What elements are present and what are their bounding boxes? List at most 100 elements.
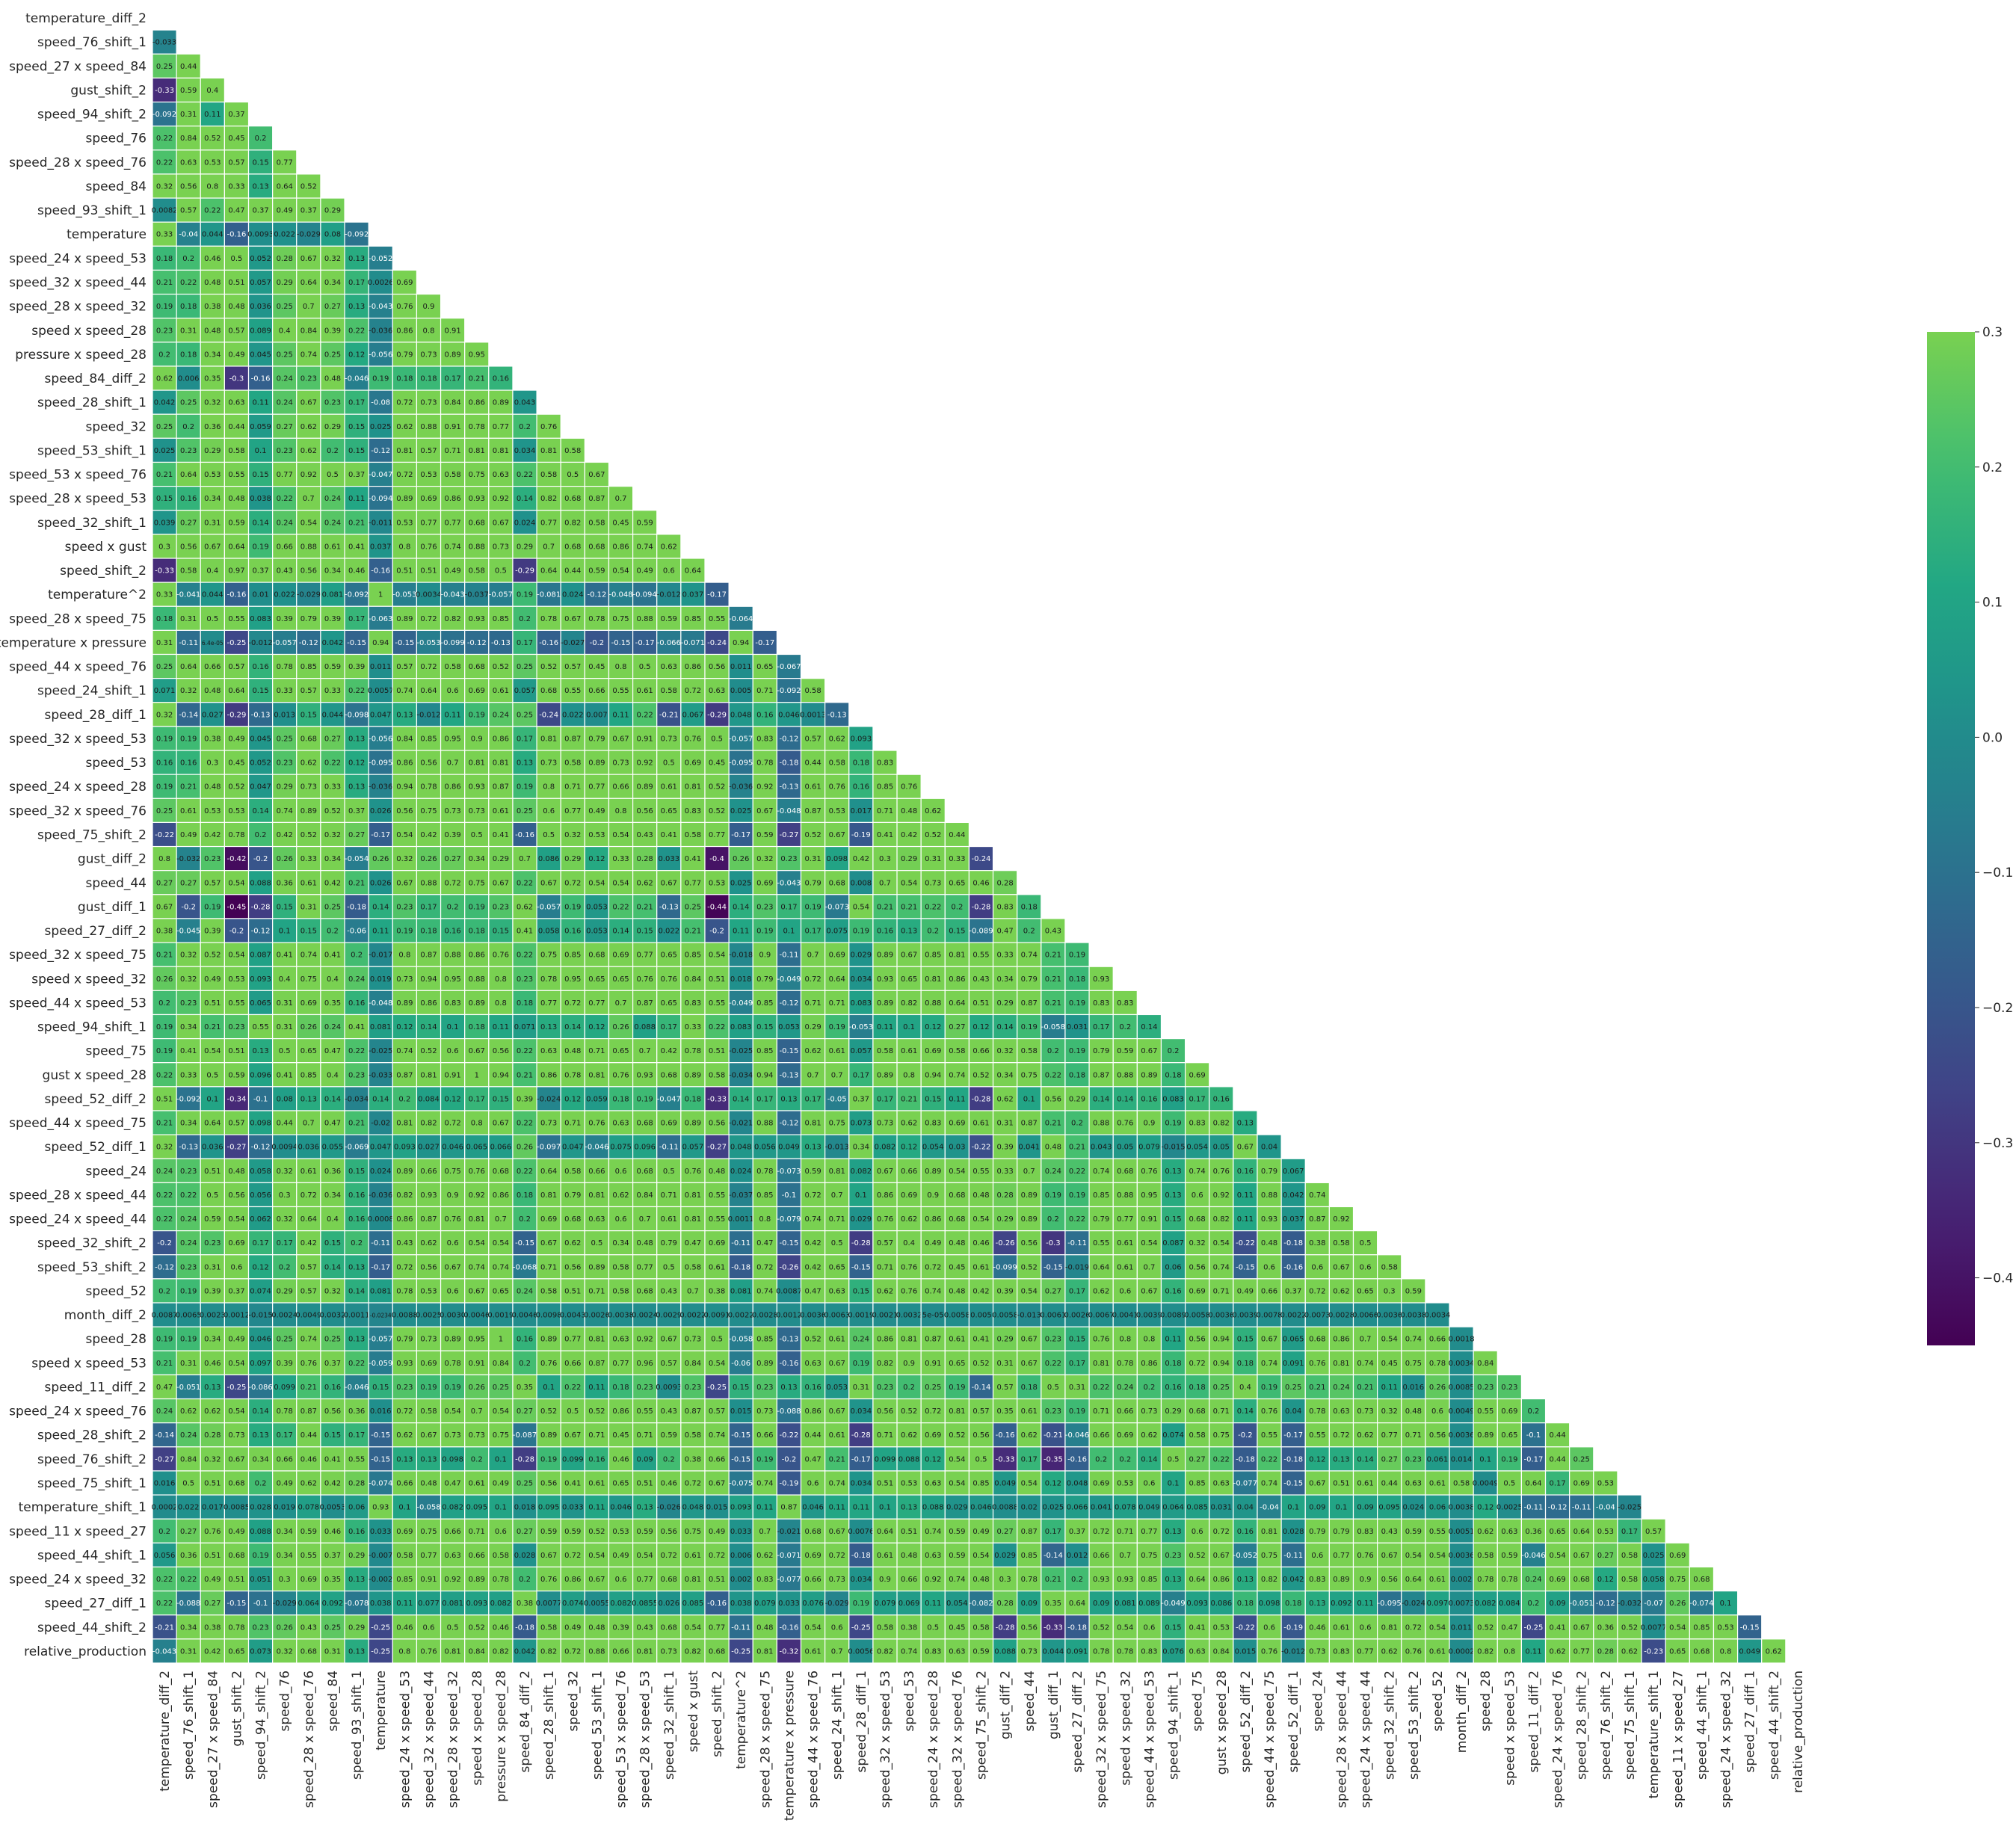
heatmap-cell: -0.053 [416, 629, 442, 656]
cell-value-label: -0.24 [707, 639, 727, 647]
heatmap-cell: 0.19 [1064, 942, 1090, 967]
heatmap-cell: 0.15 [247, 678, 274, 703]
heatmap-cell: 0.97 [224, 558, 250, 583]
heatmap-cell: 0.67 [1136, 1037, 1162, 1064]
heatmap-cell: 0.42 [416, 821, 442, 848]
cell-value-label: 0.91 [444, 1071, 460, 1079]
cell-value-label: 0.18 [1021, 1384, 1038, 1392]
cell-value-label: -0.13 [659, 903, 679, 911]
cell-value-label: 0.0018 [1449, 1336, 1475, 1344]
heatmap-cell: 0.1 [896, 1014, 922, 1040]
cell-value-label: 0.66 [204, 663, 221, 671]
cell-value-label: 0.9 [1143, 1120, 1155, 1128]
heatmap-cell-rect [247, 245, 274, 271]
cell-value-label: 0.0008 [368, 1215, 394, 1224]
heatmap-cell: 0.58 [656, 678, 682, 703]
heatmap-cell: 0.44 [224, 413, 250, 439]
cell-value-label: 0.67 [540, 1239, 557, 1247]
heatmap-cell: 0.29 [800, 1014, 826, 1040]
heatmap-cell: 0.27 [944, 1014, 970, 1040]
heatmap-cell: 0.7 [800, 1062, 826, 1088]
cell-value-label: 0.88 [469, 543, 485, 551]
cell-value-label: 0.88 [756, 1120, 773, 1128]
cell-value-label: 0.39 [324, 615, 341, 623]
cell-value-label: 0.69 [396, 279, 413, 287]
heatmap-cell: 0.69 [416, 485, 442, 511]
heatmap-cell: 0.15 [320, 1230, 345, 1256]
heatmap-cell: 0.0036 [1208, 1302, 1234, 1327]
heatmap-cell: 0.69 [1184, 1278, 1210, 1304]
heatmap-cell: 0.48 [632, 1230, 658, 1256]
heatmap-cell: 0.31 [848, 1374, 874, 1400]
cell-value-label: 0.92 [469, 1191, 485, 1200]
cell-value-label: 0.82 [444, 615, 460, 623]
heatmap-cell: 0.074 [247, 1278, 274, 1304]
cell-value-label: 0.21 [1045, 1120, 1061, 1128]
cell-value-label: -0.097 [537, 1144, 561, 1152]
cell-value-label: 0.081 [730, 1287, 752, 1295]
heatmap-cell: 0.27 [1041, 1278, 1066, 1304]
heatmap-cell: 0.14 [320, 1086, 345, 1111]
heatmap-cell: 0.15 [1233, 1326, 1258, 1351]
heatmap-cell: 0.033 [656, 845, 682, 872]
cell-value-label: 0.056 [754, 1144, 776, 1152]
heatmap-cell: 0.21 [152, 1350, 177, 1376]
heatmap-cell: 0.49 [1233, 1278, 1258, 1304]
cell-value-label: 0.55 [252, 1023, 268, 1031]
cell-value-label: 0.0043 [560, 1312, 586, 1320]
heatmap-cell: 0.67 [464, 1037, 490, 1064]
cell-value-label: 0.36 [277, 879, 293, 887]
cell-value-label: 0.78 [540, 975, 557, 984]
heatmap-cell: 0.76 [296, 1350, 321, 1376]
cell-value-label: 0.053 [586, 903, 608, 911]
heatmap-cell: 0.74 [1184, 1158, 1210, 1183]
cell-value-label: 0.5 [567, 471, 579, 479]
cell-value-label: 0.086 [538, 855, 560, 863]
heatmap-cell: 0.68 [944, 1206, 970, 1232]
heatmap-cell: 0.2 [344, 942, 369, 967]
heatmap-cell: 0.1 [272, 918, 298, 943]
cell-value-label: 0.28 [637, 855, 653, 863]
cell-value-label: 0.25 [156, 63, 173, 71]
cell-value-label: 0.26 [372, 855, 389, 863]
heatmap-cell: 0.11 [200, 101, 225, 127]
heatmap-cell: -0.027 [560, 629, 585, 656]
heatmap-cell: 0.25 [1209, 1374, 1234, 1400]
heatmap-cell: 0.19 [512, 582, 537, 607]
cell-value-label: 0.68 [564, 1215, 581, 1224]
cell-value-label: 0.88 [637, 615, 653, 623]
heatmap-cell: 0.16 [488, 366, 514, 391]
heatmap-cell: 0.51 [224, 1037, 250, 1064]
cell-value-label: 0.19 [204, 903, 221, 911]
heatmap-cell: 0.84 [296, 318, 321, 343]
heatmap-cell: 0.11 [608, 702, 634, 727]
cell-value-label: 0.2 [255, 831, 267, 839]
heatmap-cell: 0.61 [1112, 1254, 1138, 1280]
cell-value-label: 0.33 [156, 591, 173, 599]
heatmap-cell: 0.93 [464, 605, 490, 631]
heatmap-cell: 0.19 [1257, 1374, 1282, 1400]
heatmap-cell: 0.65 [488, 1278, 514, 1304]
heatmap-cell: 0.81 [680, 1206, 706, 1232]
heatmap-cell: -0.02 [368, 1110, 393, 1135]
cell-value-label: 0.64 [228, 543, 244, 551]
cell-value-label: 0.23 [348, 1071, 365, 1079]
heatmap-cell: 0.17 [416, 894, 442, 919]
heatmap-cell: -0.099 [992, 1254, 1018, 1280]
heatmap-cell: 0.57 [224, 653, 250, 679]
heatmap-cell: 0.16 [1136, 1086, 1162, 1111]
cell-value-label: 0.047 [370, 711, 392, 719]
heatmap-cell: 0.53 [200, 798, 225, 824]
cell-value-label: -0.033 [369, 1071, 392, 1079]
heatmap-cell: 0.4 [320, 966, 345, 991]
cell-value-label: 0.21 [637, 903, 653, 911]
heatmap-cell: 0.2 [176, 413, 201, 439]
cell-value-label: 0.53 [420, 1287, 437, 1295]
cell-value-label: 0.5 [711, 735, 723, 743]
heatmap-cell: 0.5 [200, 1182, 225, 1208]
heatmap-cell: 0.29 [272, 1278, 298, 1304]
cell-value-label: 0.64 [300, 279, 317, 287]
cell-value-label: 0.16 [444, 928, 460, 936]
heatmap-cell: 0.15 [488, 1086, 514, 1111]
